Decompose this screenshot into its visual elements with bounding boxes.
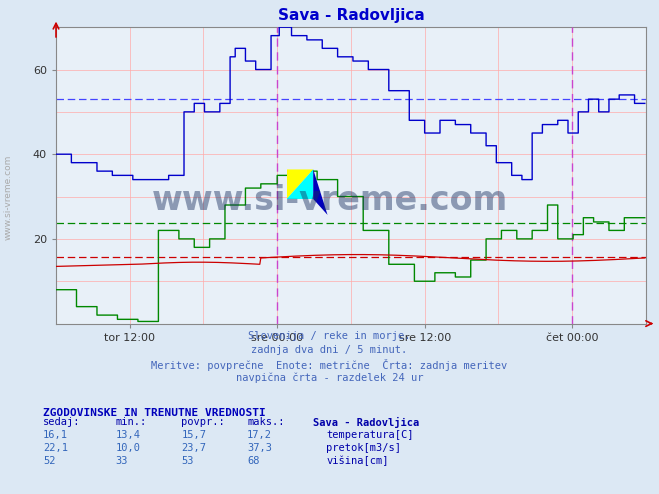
Text: 17,2: 17,2 <box>247 430 272 440</box>
Polygon shape <box>287 169 313 199</box>
Text: 15,7: 15,7 <box>181 430 206 440</box>
Text: sedaj:: sedaj: <box>43 417 80 427</box>
Text: ZGODOVINSKE IN TRENUTNE VREDNOSTI: ZGODOVINSKE IN TRENUTNE VREDNOSTI <box>43 408 266 417</box>
Text: povpr.:: povpr.: <box>181 417 225 427</box>
Text: www.si-vreme.com: www.si-vreme.com <box>3 155 13 240</box>
Polygon shape <box>313 169 328 215</box>
Text: višina[cm]: višina[cm] <box>326 456 389 466</box>
Text: 52: 52 <box>43 456 55 466</box>
Text: 53: 53 <box>181 456 194 466</box>
Text: 10,0: 10,0 <box>115 443 140 453</box>
Title: Sava - Radovljica: Sava - Radovljica <box>277 8 424 23</box>
Text: 33: 33 <box>115 456 128 466</box>
Text: Slovenija / reke in morje.: Slovenija / reke in morje. <box>248 331 411 341</box>
Text: Sava - Radovljica: Sava - Radovljica <box>313 417 419 428</box>
Text: zadnja dva dni / 5 minut.: zadnja dva dni / 5 minut. <box>251 345 408 355</box>
Text: 23,7: 23,7 <box>181 443 206 453</box>
Text: min.:: min.: <box>115 417 146 427</box>
Text: navpična črta - razdelek 24 ur: navpična črta - razdelek 24 ur <box>236 372 423 383</box>
Text: pretok[m3/s]: pretok[m3/s] <box>326 443 401 453</box>
Text: 13,4: 13,4 <box>115 430 140 440</box>
Text: www.si-vreme.com: www.si-vreme.com <box>152 184 507 216</box>
Text: 68: 68 <box>247 456 260 466</box>
Text: 22,1: 22,1 <box>43 443 68 453</box>
Text: temperatura[C]: temperatura[C] <box>326 430 414 440</box>
Polygon shape <box>287 169 313 199</box>
Text: 16,1: 16,1 <box>43 430 68 440</box>
Text: Meritve: povprečne  Enote: metrične  Črta: zadnja meritev: Meritve: povprečne Enote: metrične Črta:… <box>152 359 507 370</box>
Text: maks.:: maks.: <box>247 417 285 427</box>
Text: 37,3: 37,3 <box>247 443 272 453</box>
